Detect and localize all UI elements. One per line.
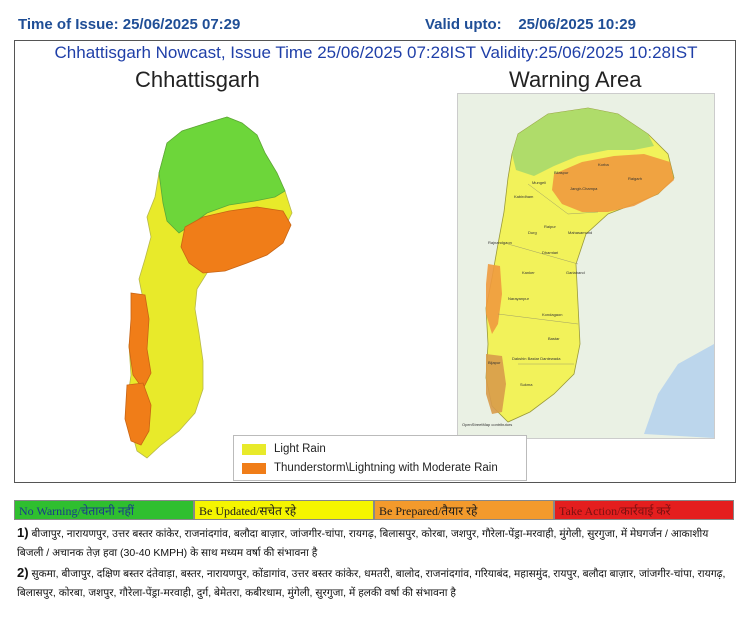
map-label-bijapur: Bijapur xyxy=(488,360,501,365)
warning-area-map: Jangir-Champa Raigarh Korba Bilaspur Mun… xyxy=(457,93,715,439)
region-no-warning xyxy=(158,116,286,234)
map-label-raipur: Raipur xyxy=(544,224,556,229)
map-label-kanker: Kanker xyxy=(522,270,535,275)
scale-take-action: Take Action/कार्रवाई करें xyxy=(554,500,734,520)
map-label-sukma: Sukma xyxy=(520,382,533,387)
map-label-mungeli: Mungeli xyxy=(532,180,546,185)
map-legend: Light Rain Thunderstorm\Lightning with M… xyxy=(233,435,527,481)
nowcast-panel: Chhattisgarh Nowcast, Issue Time 25/06/2… xyxy=(14,40,736,483)
valid-upto: Valid upto: 25/06/2025 10:29 xyxy=(425,16,636,33)
warning-scale: No Warning/चेतावनी नहीं Be Updated/सचेत … xyxy=(14,500,734,520)
note-text: बीजापुर, नारायणपुर, उत्तर बस्तर कांकेर, … xyxy=(17,528,709,559)
scale-be-updated: Be Updated/सचेत रहे xyxy=(194,500,374,520)
legend-swatch-thunderstorm xyxy=(242,462,266,474)
map-label-rajnandgaon: Rajnandgaon xyxy=(488,240,512,245)
legend-item-light-rain: Light Rain xyxy=(242,441,326,457)
map-label-bastar: Bastar xyxy=(548,336,560,341)
map-label-bilaspur: Bilaspur xyxy=(554,170,569,175)
district-notes: 1) बीजापुर, नारायणपुर, उत्तर बस्तर कांके… xyxy=(17,523,735,603)
note-text: सुकमा, बीजापुर, दक्षिण बस्तर दंतेवाड़ा, … xyxy=(17,568,726,599)
nowcast-headline: Chhattisgarh Nowcast, Issue Time 25/06/2… xyxy=(54,43,698,62)
legend-swatch-light-rain xyxy=(242,443,266,455)
map-label-durg: Durg xyxy=(528,230,537,235)
map-label-dhamtari: Dhamtari xyxy=(542,250,558,255)
right-map-title: Warning Area xyxy=(509,67,642,92)
time-of-issue: Time of Issue: 25/06/2025 07:29 xyxy=(18,16,241,33)
legend-label-thunderstorm: Thunderstorm\Lightning with Moderate Rai… xyxy=(274,462,498,474)
map-label-raigarh: Raigarh xyxy=(628,176,642,181)
map-label-narayanpur: Narayanpur xyxy=(508,296,530,301)
note-number: 2) xyxy=(17,565,29,580)
map-label-korba: Korba xyxy=(598,162,609,167)
map-attribution: OpenStreetMap contributors xyxy=(462,422,512,427)
map-label-mahasamund: Mahasamund xyxy=(568,230,592,235)
note-number: 1) xyxy=(17,525,29,540)
map-label-gariaband: Gariaband xyxy=(566,270,585,275)
map-label-kondagaon: Kondagaon xyxy=(542,312,562,317)
note-item: 1) बीजापुर, नारायणपुर, उत्तर बस्तर कांके… xyxy=(17,523,735,563)
legend-label-light-rain: Light Rain xyxy=(274,443,326,455)
header-bar: Time of Issue: 25/06/2025 07:29 Valid up… xyxy=(0,0,750,38)
scale-no-warning: No Warning/चेतावनी नहीं xyxy=(14,500,194,520)
region-thunderstorm-west xyxy=(128,292,152,390)
state-warning-map xyxy=(124,116,293,459)
scale-be-prepared: Be Prepared/तैयार रहे xyxy=(374,500,554,520)
map-label-dantewada: Dakshin Bastar Dantewada xyxy=(512,356,561,361)
region-thunderstorm xyxy=(180,206,292,274)
legend-item-thunderstorm: Thunderstorm\Lightning with Moderate Rai… xyxy=(242,460,498,476)
region-thunderstorm-southwest xyxy=(124,382,152,446)
map-label-kabirdham: Kabirdham xyxy=(514,194,534,199)
map-label-jangir-champa: Jangir-Champa xyxy=(570,186,598,191)
left-map-title: Chhattisgarh xyxy=(135,67,260,92)
note-item: 2) सुकमा, बीजापुर, दक्षिण बस्तर दंतेवाड़… xyxy=(17,563,735,603)
